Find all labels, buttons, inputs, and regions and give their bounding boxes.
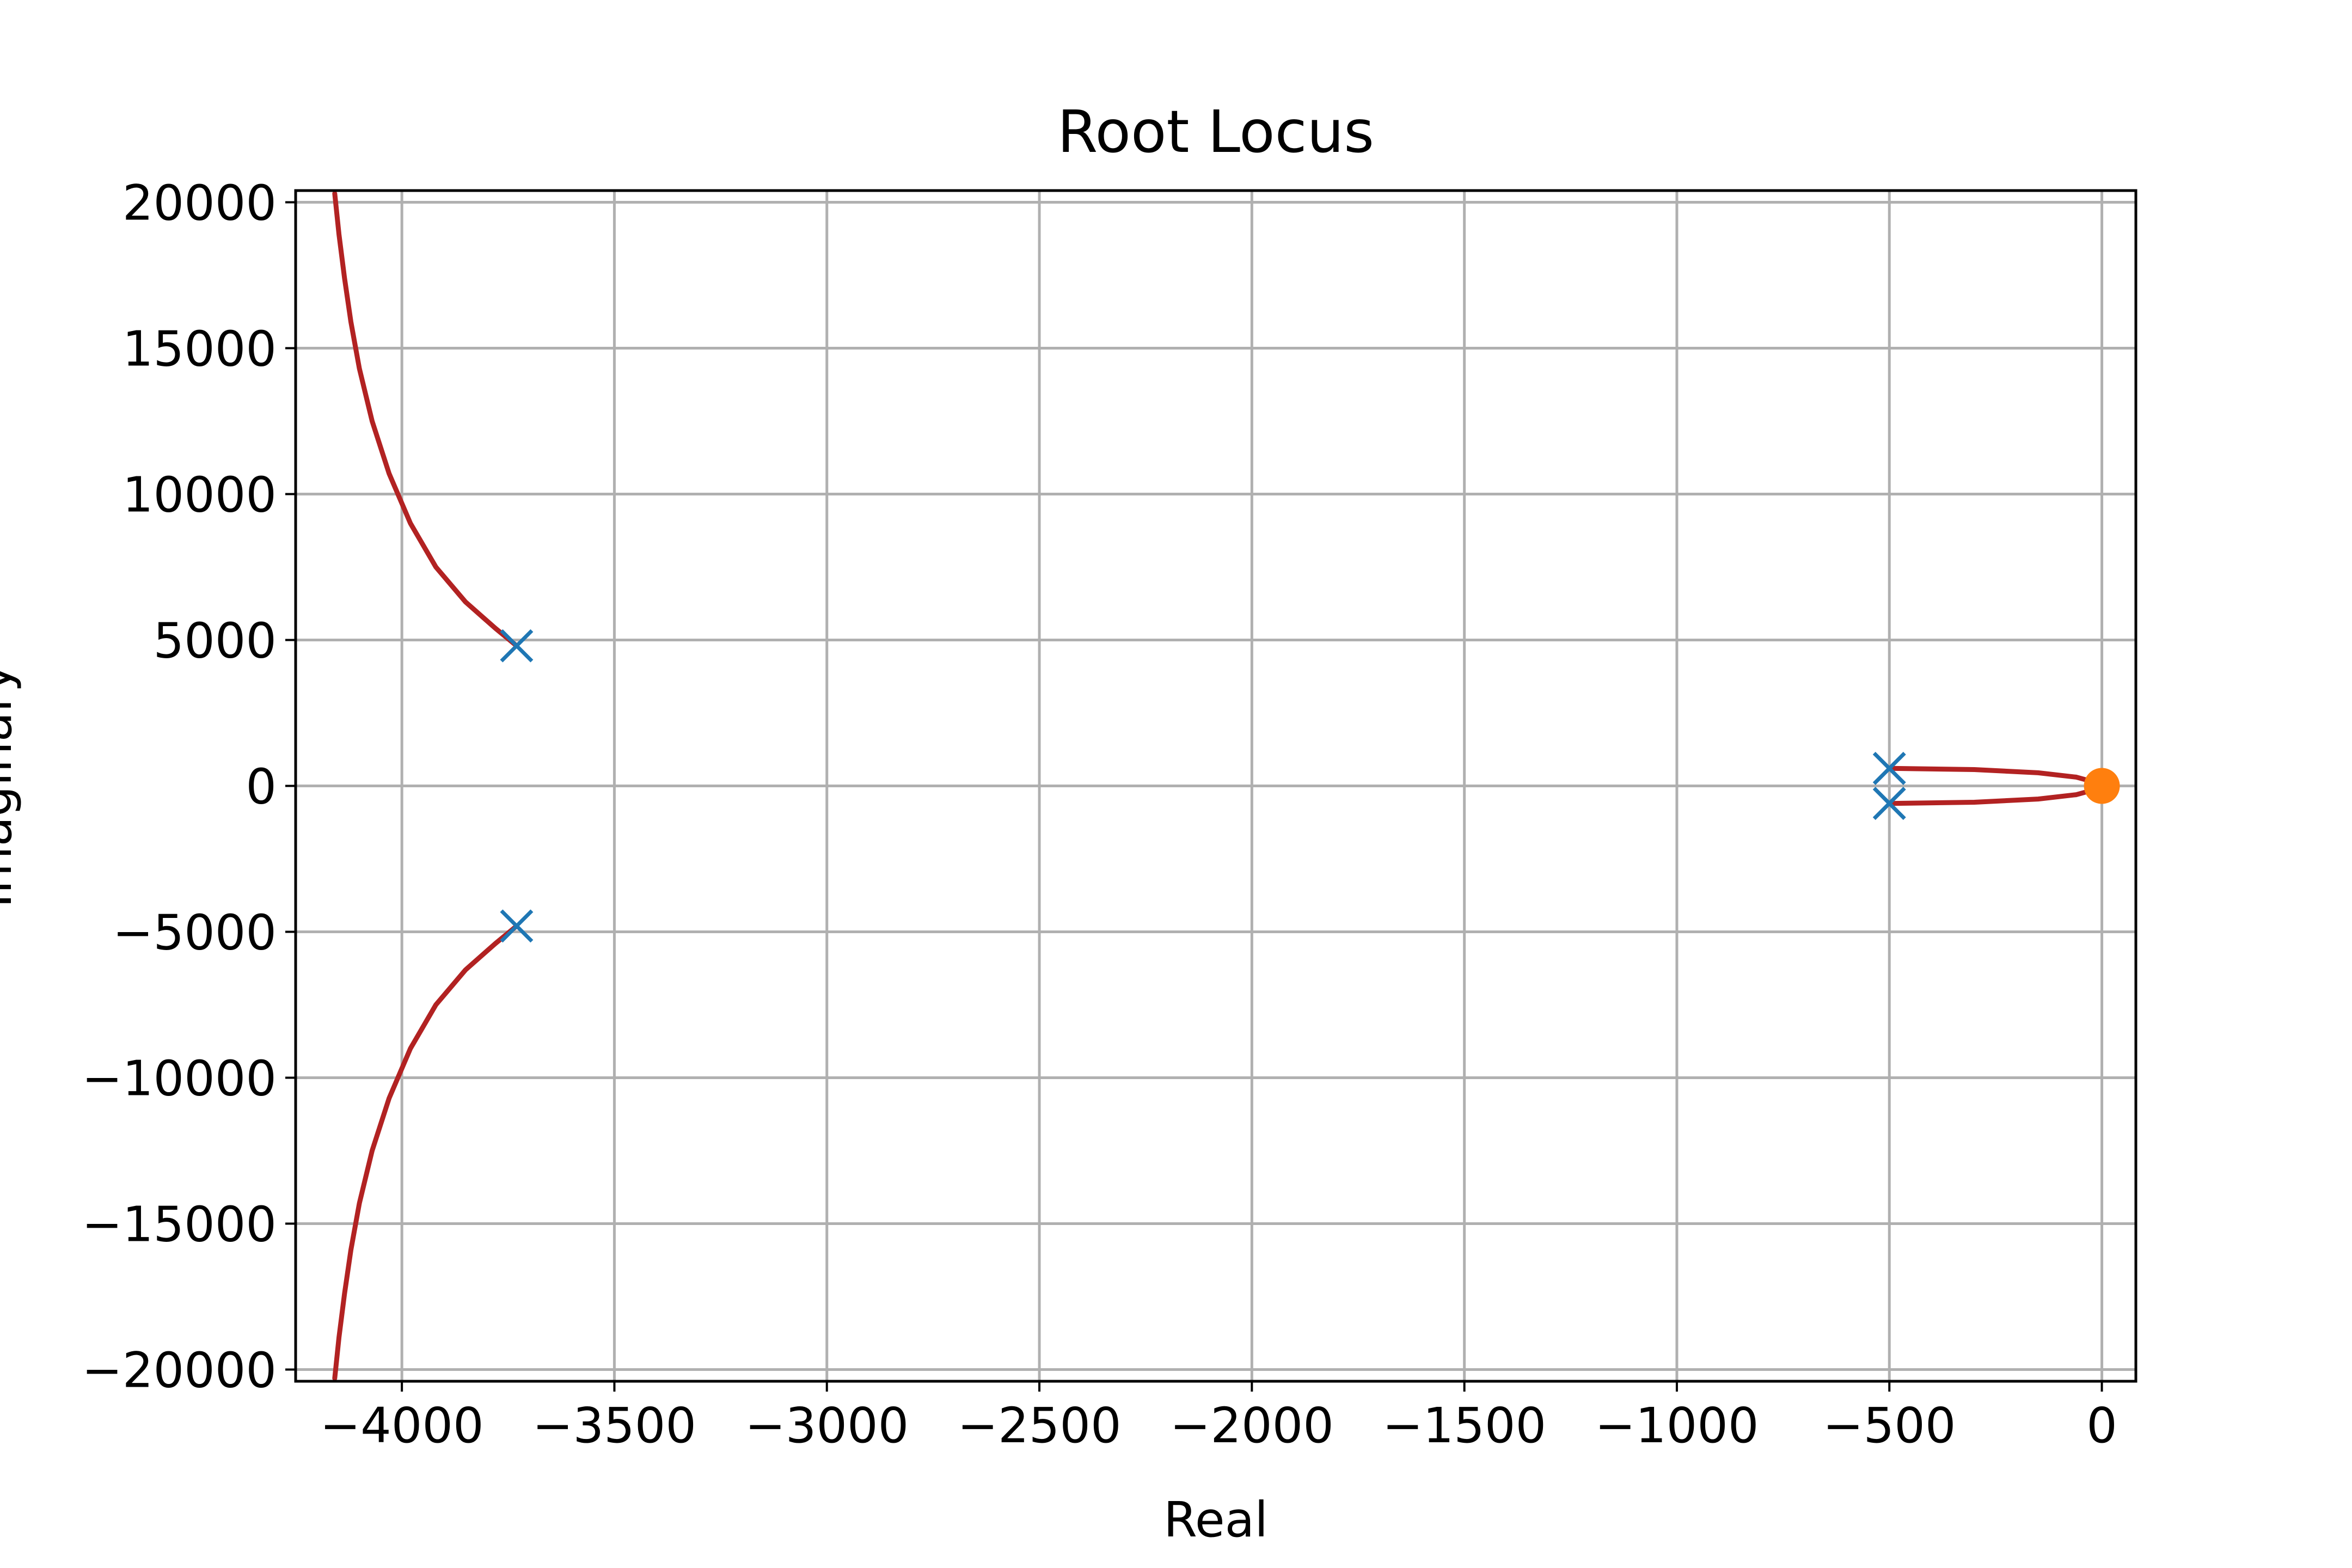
pole-zero-markers xyxy=(500,629,2120,943)
pole-marker xyxy=(1872,787,1906,820)
y-tick-label: 20000 xyxy=(122,174,277,231)
pole-marker xyxy=(500,909,534,943)
x-tick-label: −2000 xyxy=(1170,1397,1334,1454)
y-tick-label: −15000 xyxy=(82,1196,277,1253)
grid xyxy=(296,191,2136,1381)
y-tick-label: −5000 xyxy=(113,904,277,961)
zero-marker xyxy=(2084,768,2120,804)
x-tick-label: −1000 xyxy=(1595,1397,1759,1454)
y-tick-label: −10000 xyxy=(82,1050,277,1107)
y-tick-label: −20000 xyxy=(82,1342,277,1399)
y-tick-label: 15000 xyxy=(122,320,277,377)
pole-marker xyxy=(500,629,534,663)
pole-marker xyxy=(1872,751,1906,785)
axis-ticks: −4000 −3500 −3000 −2500 −2000 −1500 −1000 −500 0… xyxy=(82,174,2117,1454)
y-tick-label: 0 xyxy=(246,758,277,815)
x-axis-label: Real xyxy=(1163,1491,1268,1548)
x-tick-label: 0 xyxy=(2086,1397,2117,1454)
x-tick-label: −1500 xyxy=(1382,1397,1546,1454)
x-tick-label: −3000 xyxy=(745,1397,909,1454)
x-tick-label: −4000 xyxy=(320,1397,484,1454)
chart-title: Root Locus xyxy=(1057,99,1374,166)
locus-branch xyxy=(332,923,519,1381)
y-tick-label: 10000 xyxy=(122,466,277,523)
x-tick-label: −2500 xyxy=(958,1397,1122,1454)
y-axis-label: Imaginary xyxy=(0,664,22,908)
x-tick-label: −500 xyxy=(1823,1397,1956,1454)
locus-branch xyxy=(332,191,519,648)
x-tick-label: −3500 xyxy=(532,1397,696,1454)
y-tick-label: 5000 xyxy=(154,612,277,669)
